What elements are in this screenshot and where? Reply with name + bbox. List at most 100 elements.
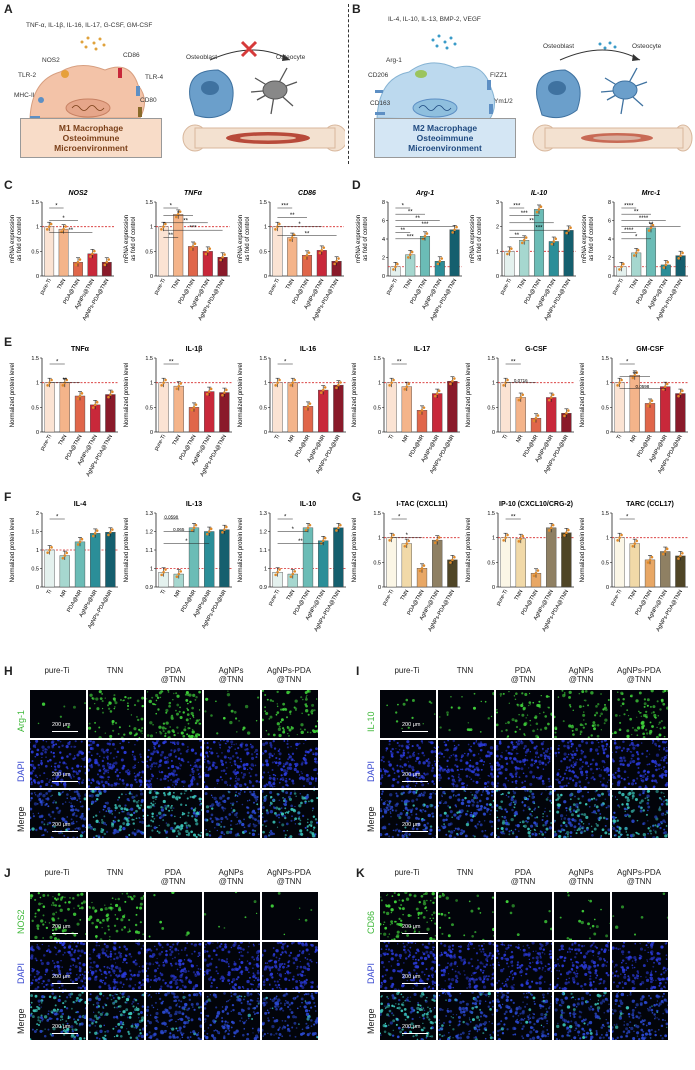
column-header: AgNPs @TNN xyxy=(568,868,594,886)
y-axis-label: mRNA expression xyxy=(238,215,244,263)
data-point xyxy=(162,381,165,384)
m1-cytokines: TNF-α, IL-1β, IL-16, IL-17, G-CSF, GM-CS… xyxy=(26,22,153,29)
data-point xyxy=(337,257,340,260)
data-point xyxy=(449,382,452,386)
bar xyxy=(318,389,329,433)
y-tick-label: 0 xyxy=(496,274,499,280)
bar xyxy=(447,380,458,433)
data-point xyxy=(504,381,507,384)
sig-label: ** xyxy=(298,539,303,545)
micrograph-tile: 200 μm xyxy=(380,740,436,788)
bar xyxy=(432,393,443,433)
panel-label-h: H xyxy=(4,664,13,678)
data-point xyxy=(662,266,666,269)
sig-label: *** xyxy=(513,204,521,210)
chart-g2: IP-10 (CXCL10/CRG-2) Normalized protein l… xyxy=(466,501,574,633)
y-tick-label: 1 xyxy=(150,567,153,573)
data-point xyxy=(225,388,228,392)
bar xyxy=(219,529,230,588)
data-point xyxy=(207,530,211,533)
chart-f1: IL-4 Normalized protein level 0 0.5 1 1.5 2 Ti N… xyxy=(10,501,118,630)
data-point xyxy=(390,381,393,384)
sig-label: 0.065 xyxy=(173,527,185,532)
sig-label: * xyxy=(185,539,188,545)
y-tick-label: 1 xyxy=(264,381,267,387)
data-point xyxy=(320,249,324,252)
sig-label: ** xyxy=(408,210,413,216)
data-point xyxy=(520,241,524,245)
data-point xyxy=(308,402,312,405)
bar xyxy=(563,230,574,277)
data-point xyxy=(50,378,53,382)
micrograph-tile xyxy=(204,942,260,990)
data-point xyxy=(392,533,395,537)
data-point xyxy=(620,378,623,382)
data-point xyxy=(616,539,619,542)
scale-label: 200 μm xyxy=(52,974,71,980)
y-tick-label: 1.5 xyxy=(487,511,495,517)
x-tick-label: TNN xyxy=(285,278,296,291)
micrograph-tile xyxy=(496,992,552,1040)
data-point xyxy=(307,251,311,254)
row-label: Merge xyxy=(366,1008,376,1034)
data-point xyxy=(50,546,53,549)
data-point xyxy=(193,242,197,246)
data-point xyxy=(677,394,680,398)
data-point xyxy=(95,400,99,404)
data-point xyxy=(453,228,456,232)
data-point xyxy=(422,406,426,409)
data-point xyxy=(565,411,568,415)
y-tick-label: 1.5 xyxy=(601,511,609,517)
bar xyxy=(173,214,184,277)
scale-label: 200 μm xyxy=(402,722,421,728)
data-point xyxy=(618,536,621,539)
y-tick-label: 0.5 xyxy=(487,405,495,411)
column-header: AgNPs-PDA @TNN xyxy=(266,666,311,684)
data-point xyxy=(392,268,395,271)
data-point xyxy=(618,381,621,384)
bar xyxy=(90,533,101,588)
y-tick-label: 0.5 xyxy=(145,405,153,411)
micrograph-tile xyxy=(438,740,494,788)
chart-e5: G-CSF Normalized protein level 0 0.5 1 1.5 Ti N… xyxy=(466,346,574,475)
data-point xyxy=(636,248,640,252)
chart-e3: IL-16 Normalized protein level 0 0.5 1 1.5 Ti N… xyxy=(238,346,346,475)
y-axis-label: as fold of control xyxy=(477,217,483,261)
data-point xyxy=(437,389,441,393)
data-point xyxy=(631,544,635,548)
bar xyxy=(546,527,557,588)
chart-title: IL-13 xyxy=(186,501,202,508)
micrograph-tile xyxy=(496,942,552,990)
scale-bar xyxy=(52,933,78,934)
data-point xyxy=(422,564,426,567)
data-point xyxy=(565,531,568,535)
data-point xyxy=(76,260,80,264)
data-point xyxy=(635,371,639,374)
data-point xyxy=(76,543,80,546)
chart-f3: IL-10 Normalized protein level 0.9 1 1.1 1.2 1… xyxy=(238,501,346,633)
data-point xyxy=(164,568,167,571)
sig-label: **** xyxy=(624,228,634,234)
y-tick-label: 2 xyxy=(496,225,499,231)
data-point xyxy=(337,383,340,387)
bar xyxy=(401,543,412,588)
data-point xyxy=(335,386,338,390)
data-point xyxy=(61,556,65,560)
data-point xyxy=(192,526,196,530)
micrograph-tile xyxy=(554,992,610,1040)
ab-divider xyxy=(348,4,349,164)
micrograph-tile: 200 μm xyxy=(30,740,86,788)
m2-cytokines: IL-4, IL-10, IL-13, BMP-2, VEGF xyxy=(388,16,481,23)
sig-label: * xyxy=(635,234,638,240)
sig-label: 0.0716 xyxy=(514,378,528,383)
chart-title: IL-4 xyxy=(74,501,87,508)
micrograph-tile xyxy=(496,892,552,940)
scale-bar xyxy=(402,731,428,732)
scale-label: 200 μm xyxy=(52,1024,71,1030)
data-point xyxy=(661,552,665,556)
data-point xyxy=(288,238,292,242)
y-tick-label: 0 xyxy=(608,274,611,280)
data-point xyxy=(524,236,528,239)
scale-label: 200 μm xyxy=(52,822,71,828)
data-point xyxy=(536,569,540,572)
